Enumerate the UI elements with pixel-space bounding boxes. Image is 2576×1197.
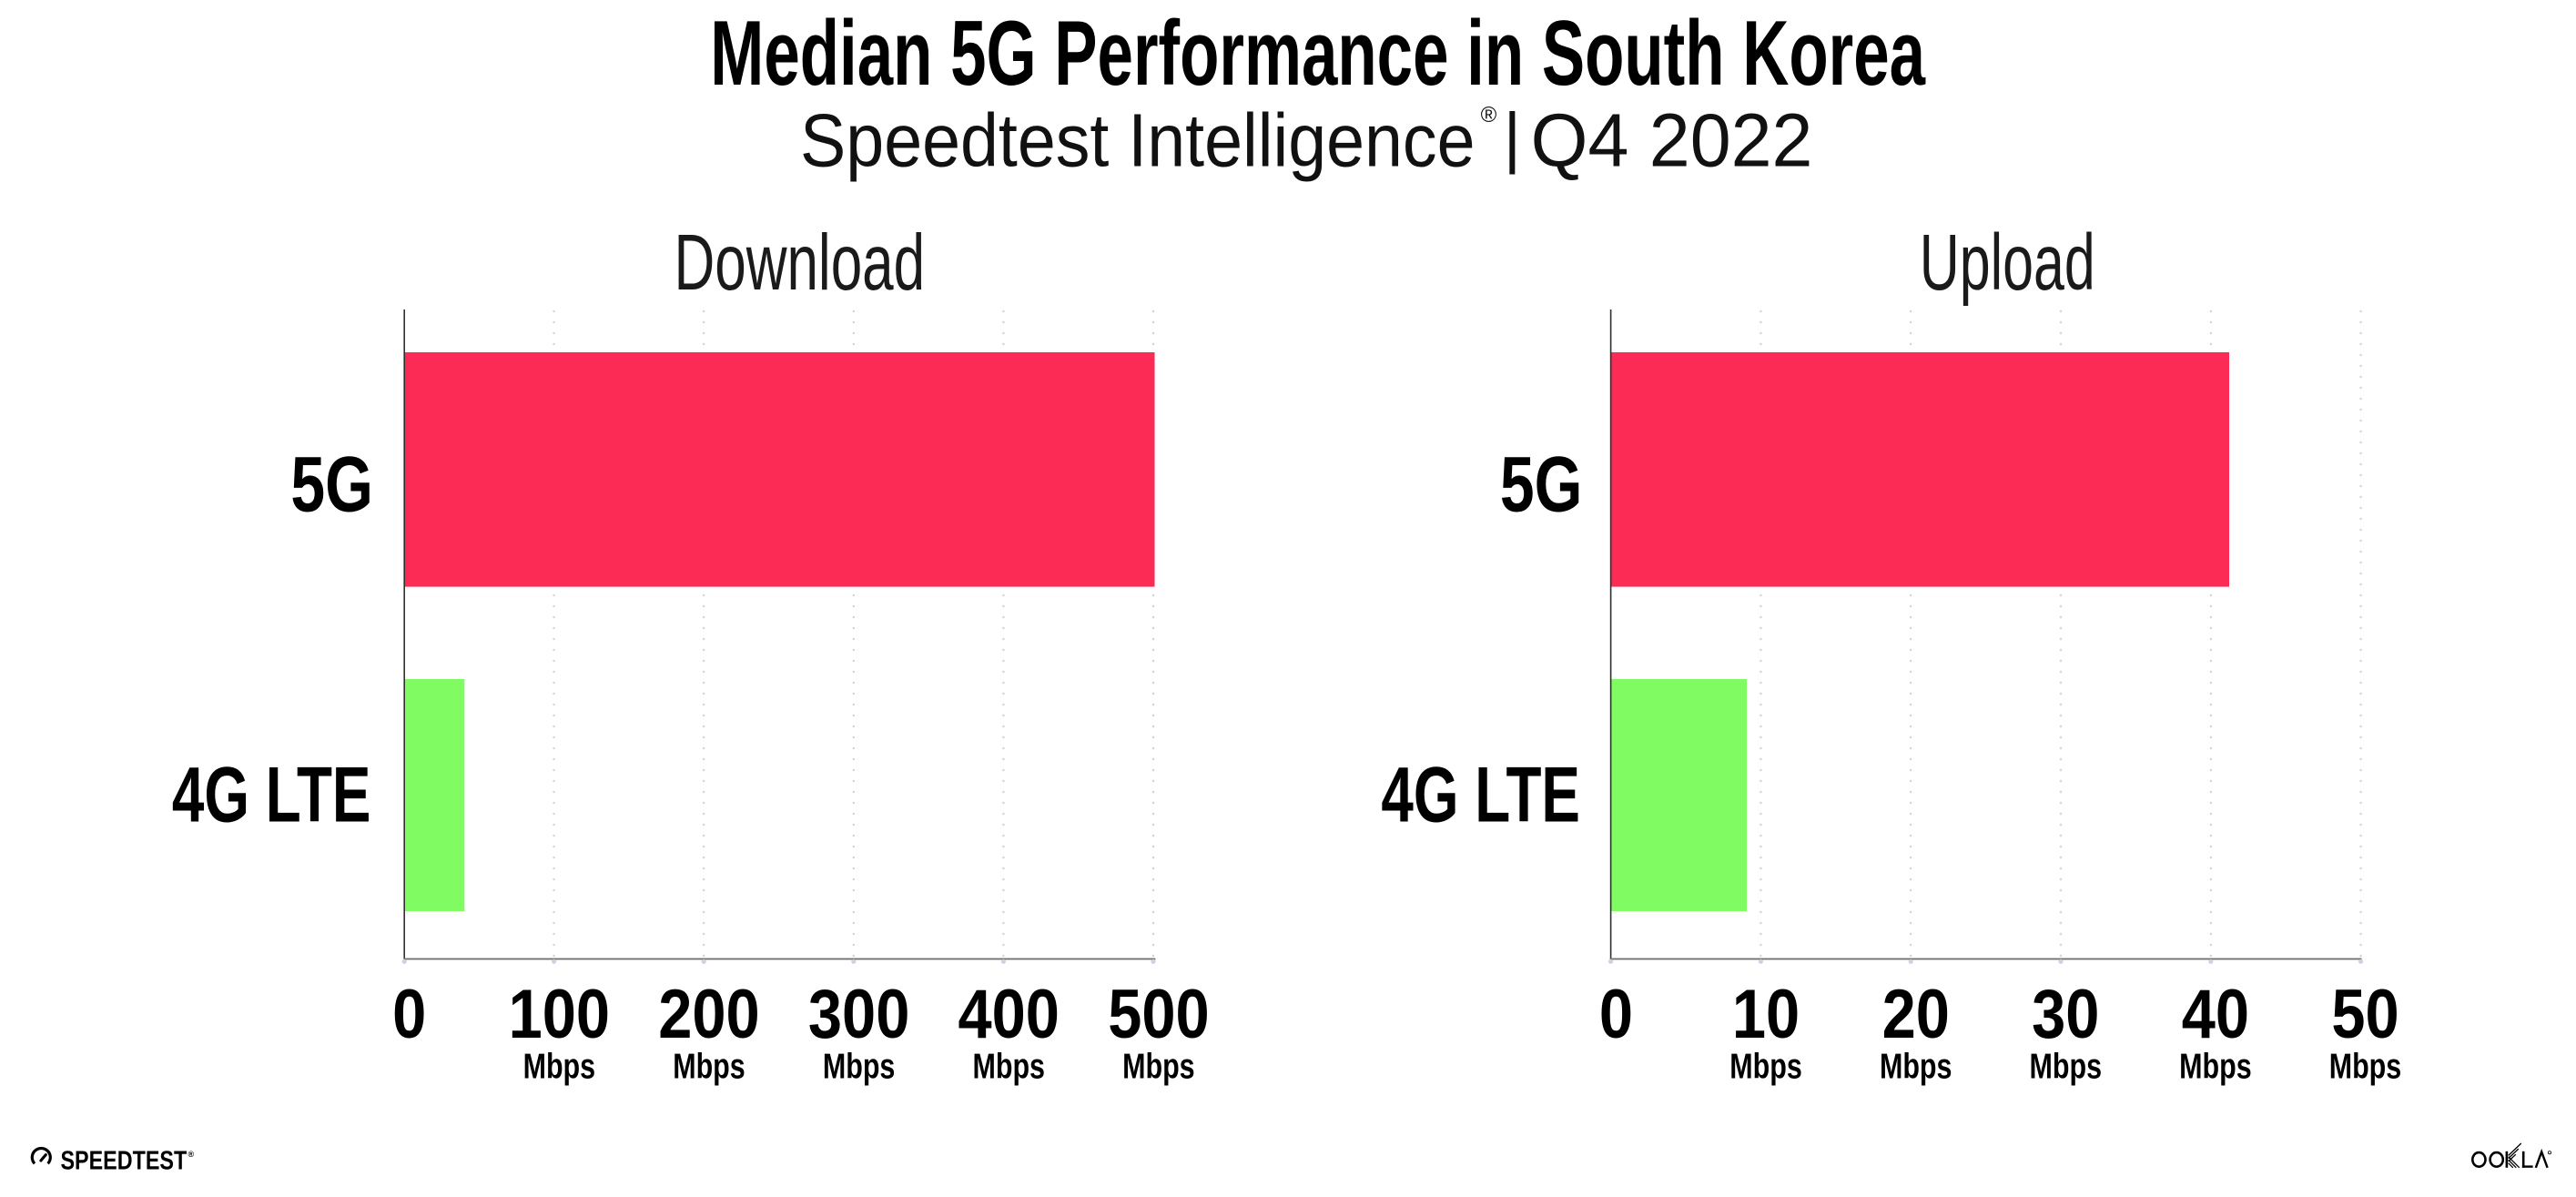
svg-text:Download: Download — [674, 219, 925, 308]
svg-text:®: ® — [1481, 103, 1497, 127]
svg-text:0: 0 — [1599, 976, 1633, 1053]
svg-text:500: 500 — [1108, 976, 1209, 1053]
svg-text:Mbps: Mbps — [2179, 1047, 2252, 1086]
svg-text:Mbps: Mbps — [523, 1047, 596, 1086]
svg-text:Speedtest Intelligence: Speedtest Intelligence — [800, 97, 1475, 182]
svg-text:0: 0 — [392, 976, 426, 1053]
svg-text:Mbps: Mbps — [673, 1047, 745, 1086]
svg-text:Mbps: Mbps — [1880, 1047, 1952, 1086]
svg-text:100: 100 — [509, 976, 610, 1053]
svg-text:40: 40 — [2182, 976, 2249, 1053]
svg-text:Upload: Upload — [1920, 218, 2095, 306]
svg-text:200: 200 — [658, 976, 759, 1053]
svg-text:20: 20 — [1882, 976, 1950, 1053]
svg-text:5G: 5G — [290, 441, 373, 528]
svg-text:10: 10 — [1732, 976, 1800, 1053]
svg-text:Median 5G Performance in South: Median 5G Performance in South Korea — [710, 3, 1926, 105]
svg-text:Mbps: Mbps — [972, 1047, 1045, 1086]
svg-text:SPEEDTEST: SPEEDTEST — [60, 1145, 187, 1175]
svg-text:4G LTE: 4G LTE — [172, 751, 371, 839]
svg-text:Mbps: Mbps — [823, 1047, 896, 1086]
svg-text:400: 400 — [958, 976, 1059, 1053]
svg-text:50: 50 — [2331, 976, 2399, 1053]
svg-text:4G LTE: 4G LTE — [1381, 751, 1580, 839]
svg-text:Q4 2022: Q4 2022 — [1531, 98, 1813, 182]
svg-text:300: 300 — [808, 976, 909, 1053]
svg-text:5G: 5G — [1500, 441, 1583, 528]
svg-text:Mbps: Mbps — [1122, 1047, 1195, 1086]
svg-text:®: ® — [188, 1150, 195, 1159]
svg-text:Mbps: Mbps — [1729, 1047, 1802, 1086]
svg-text:Mbps: Mbps — [2030, 1047, 2103, 1086]
svg-text:Mbps: Mbps — [2329, 1047, 2402, 1086]
svg-text:|: | — [1504, 99, 1521, 175]
svg-text:30: 30 — [2032, 976, 2099, 1053]
